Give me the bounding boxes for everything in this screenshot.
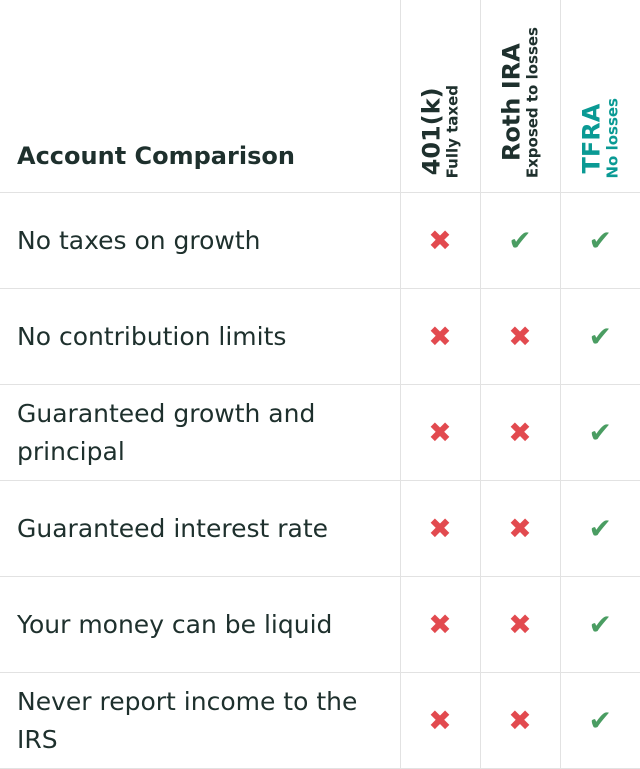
feature-label: Your money can be liquid bbox=[0, 576, 401, 673]
check-icon: ✔ bbox=[559, 192, 640, 289]
table-row: Never report income to the IRS ✖ ✖ ✔ bbox=[0, 672, 640, 769]
x-icon: ✖ bbox=[479, 480, 561, 577]
column-subtitle: Exposed to losses bbox=[523, 26, 542, 178]
x-icon: ✖ bbox=[479, 384, 561, 481]
check-icon: ✔ bbox=[559, 672, 640, 769]
check-icon: ✔ bbox=[559, 480, 640, 577]
column-header-401k: 401(k) Fully taxed bbox=[399, 0, 481, 193]
table-row: No taxes on growth ✖ ✔ ✔ bbox=[0, 192, 640, 289]
table-row: Your money can be liquid ✖ ✖ ✔ bbox=[0, 576, 640, 673]
feature-label: Never report income to the IRS bbox=[0, 672, 401, 769]
column-header-roth-ira: Roth IRA Exposed to losses bbox=[479, 0, 561, 193]
check-icon: ✔ bbox=[559, 384, 640, 481]
feature-label: No contribution limits bbox=[0, 288, 401, 385]
x-icon: ✖ bbox=[399, 576, 481, 673]
check-icon: ✔ bbox=[479, 192, 561, 289]
x-icon: ✖ bbox=[399, 192, 481, 289]
column-subtitle: No losses bbox=[603, 97, 622, 179]
x-icon: ✖ bbox=[399, 288, 481, 385]
feature-label: No taxes on growth bbox=[0, 192, 401, 289]
feature-label: Guaranteed interest rate bbox=[0, 480, 401, 577]
x-icon: ✖ bbox=[479, 576, 561, 673]
x-icon: ✖ bbox=[399, 480, 481, 577]
x-icon: ✖ bbox=[479, 672, 561, 769]
column-subtitle: Fully taxed bbox=[443, 84, 462, 178]
x-icon: ✖ bbox=[399, 672, 481, 769]
table-row: Guaranteed growth and principal ✖ ✖ ✔ bbox=[0, 384, 640, 481]
column-header-tfra: TFRA No losses bbox=[559, 0, 640, 193]
column-name: TFRA bbox=[577, 102, 606, 173]
x-icon: ✖ bbox=[479, 288, 561, 385]
check-icon: ✔ bbox=[559, 288, 640, 385]
x-icon: ✖ bbox=[399, 384, 481, 481]
table-title: Account Comparison bbox=[0, 0, 401, 193]
feature-label: Guaranteed growth and principal bbox=[0, 384, 401, 481]
table-row: No contribution limits ✖ ✖ ✔ bbox=[0, 288, 640, 385]
check-icon: ✔ bbox=[559, 576, 640, 673]
column-name: Roth IRA bbox=[497, 43, 526, 162]
column-name: 401(k) bbox=[417, 87, 446, 176]
table-row: Guaranteed interest rate ✖ ✖ ✔ bbox=[0, 480, 640, 577]
